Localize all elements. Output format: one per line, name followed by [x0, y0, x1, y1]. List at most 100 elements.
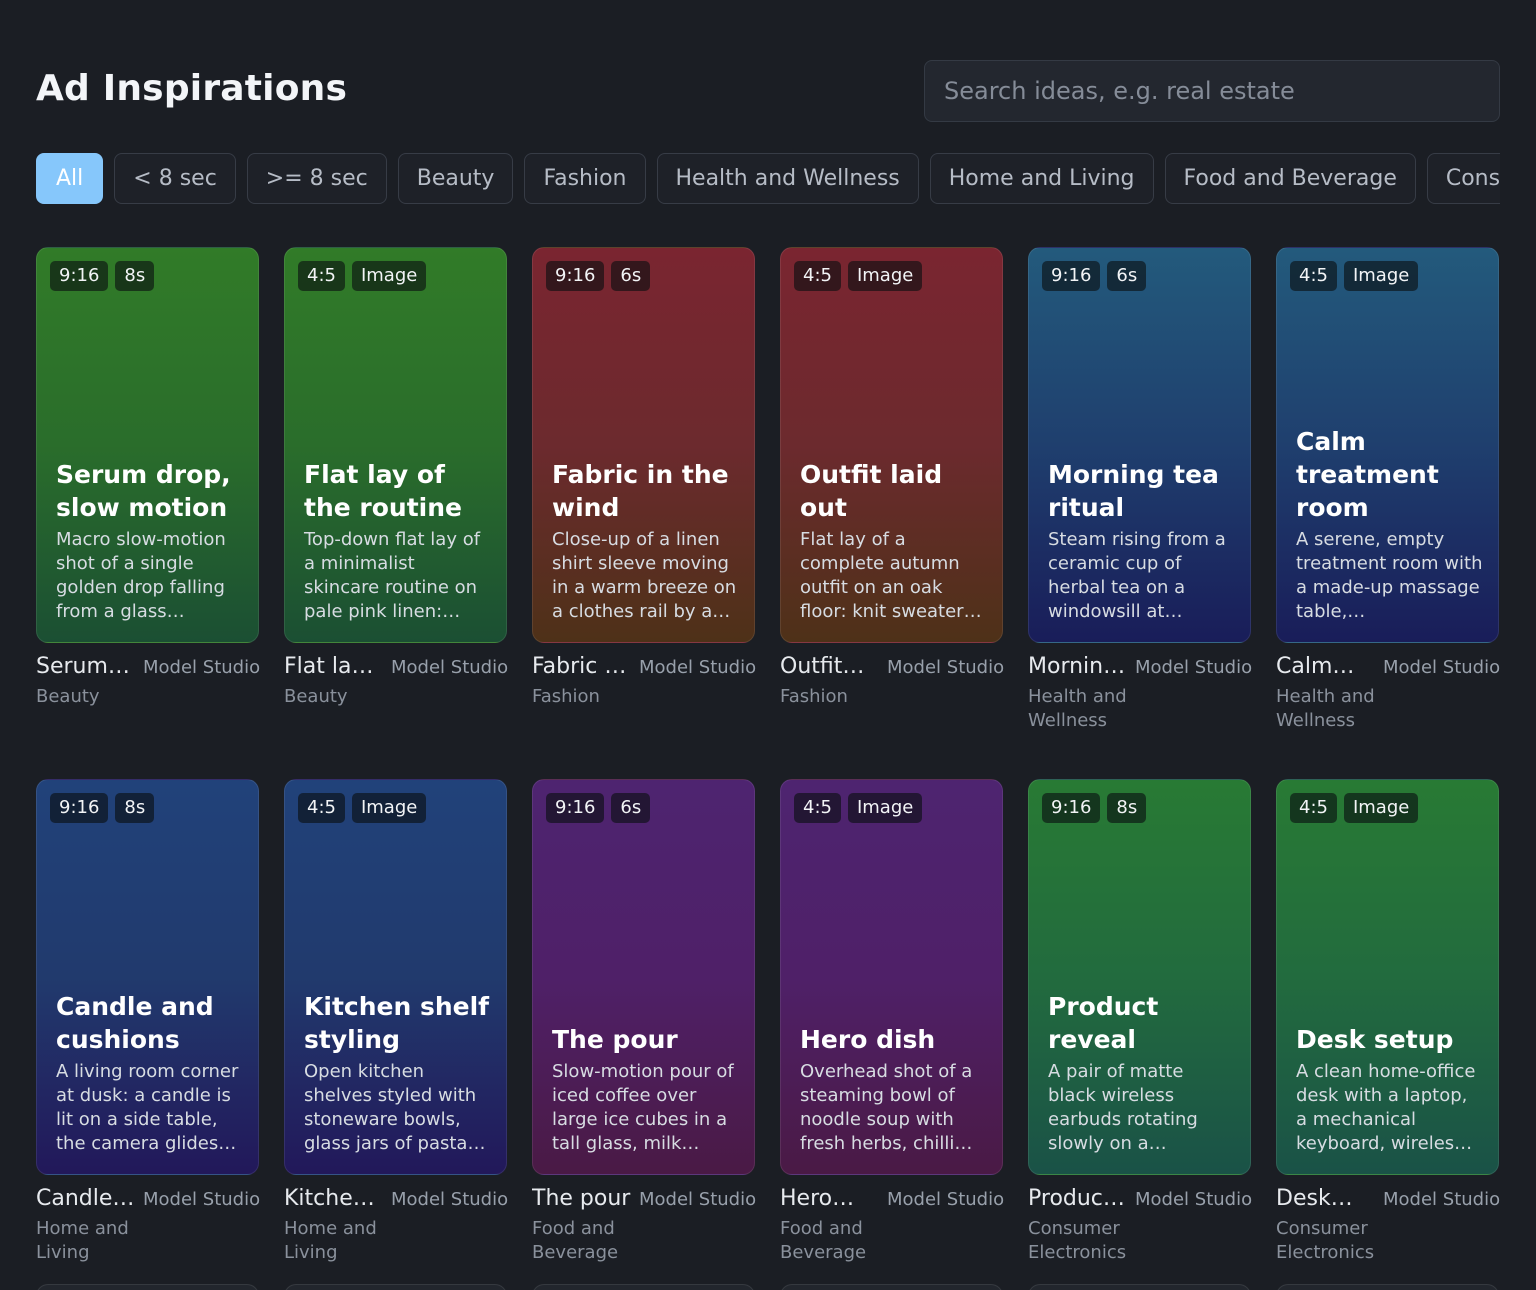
aspect-ratio-badge: 9:16 — [50, 261, 109, 291]
card-category: Beauty — [36, 686, 100, 707]
inspiration-card[interactable]: 4:5 Image Calm treatment room A serene, emp… — [1276, 247, 1499, 643]
duration-badge: 6s — [1107, 261, 1147, 291]
filter-chip-home-and-living[interactable]: Home and Living — [929, 153, 1154, 204]
duration-badge: Image — [847, 793, 923, 823]
filter-chip-health-and-wellness[interactable]: Health and Wellness — [656, 153, 919, 204]
card-category: Home and Living — [284, 1218, 377, 1263]
card-text: Fabric in the wind Close-up of a linen sh… — [552, 458, 740, 624]
duration-badge: Image — [351, 261, 427, 291]
card-text: Flat lay of the routine Top-down flat lay… — [304, 458, 492, 624]
card-badges: 9:16 6s — [546, 261, 651, 291]
card-peek[interactable] — [532, 1284, 755, 1290]
inspiration-item[interactable]: 9:16 8s Product reveal A pair of matte blac… — [1028, 779, 1252, 1285]
card-studio: Model Studio — [639, 1189, 757, 1210]
card-category: Beauty — [284, 686, 348, 707]
card-description: Steam rising from a ceramic cup of herba… — [1048, 529, 1226, 622]
filter-chip-beauty[interactable]: Beauty — [397, 153, 514, 204]
duration-badge: Image — [1343, 793, 1419, 823]
next-row-peek — [36, 1284, 1500, 1290]
filter-chip-all[interactable]: All — [36, 153, 104, 204]
inspiration-card[interactable]: 9:16 6s The pour Slow-motion pour of iced c… — [532, 779, 755, 1175]
card-meta: Serum… Model Studio Beauty — [36, 653, 260, 753]
page-title: Ad Inspirations — [36, 68, 348, 109]
card-category: Consumer Electronics — [1276, 1218, 1375, 1263]
card-category: Food and Beverage — [532, 1218, 619, 1263]
inspiration-item[interactable]: 4:5 Image Hero dish Overhead shot of a stea… — [780, 779, 1004, 1285]
inspiration-card[interactable]: 4:5 Image Flat lay of the routine Top-down … — [284, 247, 507, 643]
card-description: A serene, empty treatment room with a ma… — [1296, 529, 1483, 622]
duration-badge: Image — [847, 261, 923, 291]
inspiration-card[interactable]: 4:5 Image Kitchen shelf styling Open kitche… — [284, 779, 507, 1175]
card-text: Serum drop, slow motion Macro slow-motion… — [56, 458, 244, 624]
card-title: Morning tea ritual — [1048, 460, 1219, 522]
inspiration-item[interactable]: 4:5 Image Kitchen shelf styling Open kitche… — [284, 779, 508, 1285]
card-category: Fashion — [532, 686, 600, 707]
inspiration-item[interactable]: 4:5 Image Calm treatment room A serene, emp… — [1276, 247, 1501, 753]
card-peek[interactable] — [1028, 1284, 1251, 1290]
inspiration-item[interactable]: 9:16 6s Fabric in the wind Close-up of a li… — [532, 247, 756, 753]
inspiration-item[interactable]: 9:16 6s The pour Slow-motion pour of iced c… — [532, 779, 757, 1285]
card-category: Health and Wellness — [1028, 686, 1127, 731]
inspiration-card[interactable]: 9:16 8s Serum drop, slow motion Macro slow-… — [36, 247, 259, 643]
card-badges: 4:5 Image — [794, 793, 923, 823]
card-category: Consumer Electronics — [1028, 1218, 1127, 1263]
card-name: Serum… — [36, 654, 130, 679]
card-studio: Model Studio — [1383, 657, 1501, 678]
aspect-ratio-badge: 4:5 — [794, 793, 841, 823]
aspect-ratio-badge: 4:5 — [298, 261, 345, 291]
card-description: Flat lay of a complete autumn outfit on … — [800, 529, 982, 622]
inspiration-item[interactable]: 4:5 Image Outfit laid out Flat lay of a com… — [780, 247, 1004, 753]
filter-chip-consum[interactable]: Consum — [1426, 153, 1500, 204]
card-title: Flat lay of the routine — [304, 460, 462, 522]
inspiration-card[interactable]: 9:16 8s Product reveal A pair of matte blac… — [1028, 779, 1251, 1175]
inspiration-grid: 9:16 8s Serum drop, slow motion Macro slow-… — [36, 247, 1500, 1290]
card-badges: 4:5 Image — [298, 793, 427, 823]
card-peek[interactable] — [284, 1284, 507, 1290]
card-text: Desk setup A clean home-office desk with … — [1296, 1023, 1484, 1156]
filter-chip-8-sec[interactable]: >= 8 sec — [246, 153, 387, 204]
card-badges: 4:5 Image — [1290, 261, 1419, 291]
inspiration-card[interactable]: 9:16 8s Candle and cushions A living room c… — [36, 779, 259, 1175]
card-peek[interactable] — [1276, 1284, 1499, 1290]
card-meta: Kitche… Model Studio Home and Living — [284, 1185, 508, 1285]
duration-badge: 8s — [115, 261, 155, 291]
card-description: Open kitchen shelves styled with stonewa… — [304, 1061, 486, 1154]
inspiration-item[interactable]: 9:16 6s Morning tea ritual Steam rising fro… — [1028, 247, 1252, 753]
aspect-ratio-badge: 4:5 — [794, 261, 841, 291]
card-category: Health and Wellness — [1276, 686, 1375, 731]
filter-chip-8-sec[interactable]: < 8 sec — [114, 153, 236, 204]
inspiration-card[interactable]: 4:5 Image Outfit laid out Flat lay of a com… — [780, 247, 1003, 643]
card-name: Mornin… — [1028, 654, 1126, 679]
card-meta: Calm… Model Studio Health and Wellness — [1276, 653, 1501, 753]
card-text: Candle and cushions A living room corner … — [56, 990, 244, 1156]
card-name: Desk… — [1276, 1186, 1353, 1211]
inspiration-card[interactable]: 4:5 Image Desk setup A clean home-office de… — [1276, 779, 1499, 1175]
card-badges: 9:16 8s — [1042, 793, 1147, 823]
card-badges: 9:16 6s — [1042, 261, 1147, 291]
filter-chip-fashion[interactable]: Fashion — [524, 153, 646, 204]
grid-row: 9:16 8s Candle and cushions A living room c… — [36, 779, 1500, 1290]
search-input[interactable] — [924, 60, 1500, 122]
card-badges: 9:16 8s — [50, 793, 155, 823]
filter-chip-food-and-beverage[interactable]: Food and Beverage — [1164, 153, 1416, 204]
card-category: Home and Living — [36, 1218, 129, 1263]
card-peek[interactable] — [36, 1284, 259, 1290]
inspiration-item[interactable]: 9:16 8s Candle and cushions A living room c… — [36, 779, 260, 1285]
card-badges: 4:5 Image — [298, 261, 427, 291]
card-peek[interactable] — [780, 1284, 1003, 1290]
inspiration-card[interactable]: 9:16 6s Morning tea ritual Steam rising fro… — [1028, 247, 1251, 643]
aspect-ratio-badge: 4:5 — [298, 793, 345, 823]
card-title: Fabric in the wind — [552, 460, 729, 522]
card-title: Serum drop, slow motion — [56, 460, 231, 522]
inspiration-card[interactable]: 9:16 6s Fabric in the wind Close-up of a li… — [532, 247, 755, 643]
inspiration-card[interactable]: 4:5 Image Hero dish Overhead shot of a stea… — [780, 779, 1003, 1175]
card-description: Slow-motion pour of iced coffee over lar… — [552, 1061, 734, 1154]
card-title: Outfit laid out — [800, 460, 943, 522]
inspiration-item[interactable]: 9:16 8s Serum drop, slow motion Macro slow-… — [36, 247, 260, 753]
card-meta: Mornin… Model Studio Health and Wellness — [1028, 653, 1252, 753]
aspect-ratio-badge: 9:16 — [1042, 793, 1101, 823]
inspiration-item[interactable]: 4:5 Image Desk setup A clean home-office de… — [1276, 779, 1500, 1285]
inspiration-item[interactable]: 4:5 Image Flat lay of the routine Top-down … — [284, 247, 508, 753]
duration-badge: Image — [1343, 261, 1419, 291]
